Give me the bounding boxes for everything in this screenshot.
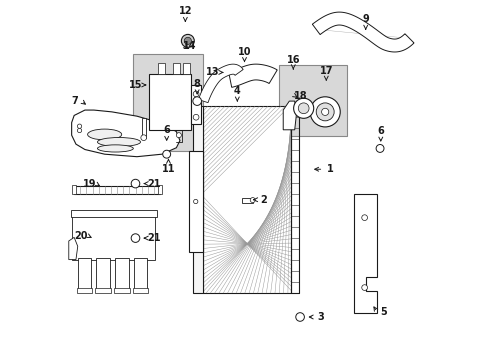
Text: 5: 5 [380,307,386,317]
Bar [183,63,190,74]
Circle shape [131,179,140,188]
Circle shape [361,285,367,291]
Text: 13: 13 [206,67,219,77]
Text: 17: 17 [319,66,332,76]
Polygon shape [283,101,296,130]
Text: 16: 16 [286,54,300,64]
Circle shape [293,98,313,118]
Bar [142,118,145,138]
Circle shape [321,108,328,116]
Bar [158,185,162,194]
Polygon shape [312,12,413,52]
Bar [158,63,164,74]
Circle shape [295,313,304,321]
Polygon shape [228,64,277,87]
Circle shape [141,135,146,140]
Text: 6: 6 [163,125,170,135]
Circle shape [184,37,191,44]
Bar [70,210,156,217]
Bar [133,258,147,289]
Circle shape [309,97,340,127]
Text: 15: 15 [129,80,142,90]
Circle shape [316,103,333,121]
Circle shape [250,198,255,203]
Bar [149,74,190,130]
Text: 18: 18 [294,91,307,101]
Bar [77,288,92,293]
Bar [193,107,203,293]
Text: 8: 8 [193,79,200,89]
Text: 6: 6 [377,126,384,135]
Polygon shape [353,194,376,313]
Bar [95,288,111,293]
Text: 10: 10 [237,46,251,57]
Bar [188,151,202,252]
Bar [78,258,91,289]
Bar [72,185,76,194]
Text: 3: 3 [317,312,324,322]
Circle shape [375,144,383,152]
Polygon shape [198,64,243,103]
Text: 4: 4 [233,86,240,96]
Bar [114,288,129,293]
Text: 1: 1 [326,164,332,174]
Circle shape [193,199,198,204]
Text: 19: 19 [82,179,96,189]
Circle shape [193,114,199,120]
Polygon shape [72,110,180,157]
Ellipse shape [97,145,133,152]
Bar [133,54,203,151]
Circle shape [181,35,194,47]
Bar [278,64,346,136]
Ellipse shape [97,138,140,147]
Text: 20: 20 [74,231,87,240]
Circle shape [298,103,308,114]
Polygon shape [69,237,78,260]
Bar [96,258,110,289]
Bar [74,186,160,194]
Text: 21: 21 [147,179,161,189]
Circle shape [77,129,81,133]
Circle shape [163,150,170,158]
Bar [172,63,180,74]
Text: 14: 14 [183,41,196,50]
Circle shape [131,234,140,242]
Circle shape [193,91,199,97]
Circle shape [77,124,81,129]
Bar [72,213,155,260]
Text: 2: 2 [260,195,266,205]
Circle shape [361,215,367,221]
Text: 11: 11 [162,164,175,174]
Bar [242,198,252,203]
Bar [132,288,148,293]
Text: 9: 9 [362,14,368,24]
Text: 12: 12 [178,6,192,17]
Text: 7: 7 [71,96,78,106]
Bar [115,258,128,289]
Bar [203,107,290,293]
Circle shape [176,133,181,138]
Bar [190,85,201,125]
Text: 21: 21 [147,233,161,243]
Ellipse shape [87,129,122,140]
Circle shape [192,97,201,105]
